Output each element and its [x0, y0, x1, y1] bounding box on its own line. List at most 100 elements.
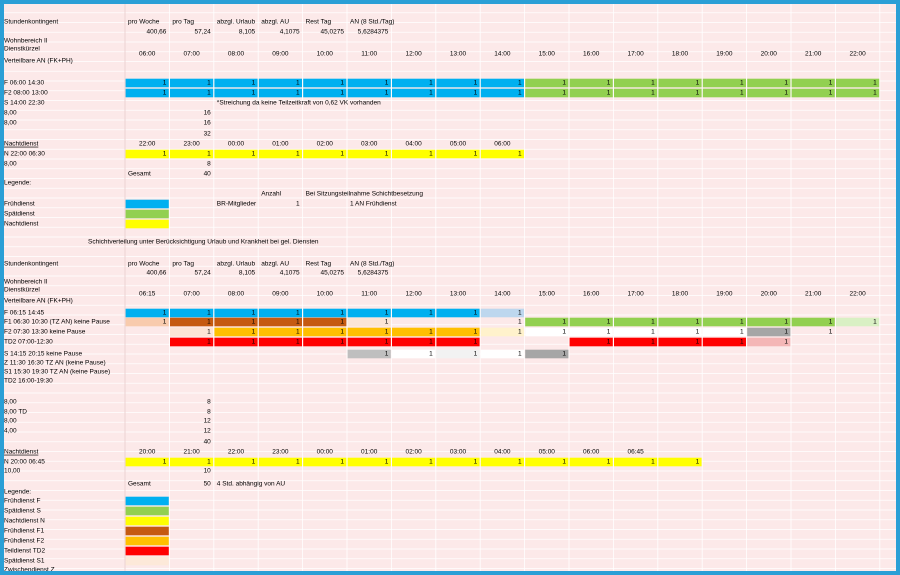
cell-text: 50: [204, 481, 212, 488]
cell-fill: [747, 88, 791, 98]
cell-fill: [214, 457, 258, 467]
cell-fill: [525, 78, 569, 88]
cell-text: 1: [429, 339, 433, 346]
cell-text: 1: [474, 329, 478, 336]
row-label: S1 15:30 19:30 TZ AN (keine Pause): [4, 369, 110, 376]
cell-text: 8,105: [239, 29, 256, 36]
cell-text: 22:00: [849, 291, 866, 298]
cell-text: 20:00: [761, 51, 778, 58]
cell-text: 15:00: [539, 51, 556, 58]
cell-text: 1: [252, 329, 256, 336]
cell-text: 01:00: [272, 141, 289, 148]
cell-fill: [614, 457, 658, 467]
row-label: 8,00: [4, 161, 17, 168]
cell-text: 1: [740, 339, 744, 346]
cell-fill: [125, 219, 169, 229]
cell-text: 45,0275: [321, 270, 345, 277]
cell-fill: [392, 457, 436, 467]
row-label: F 06:00 14:30: [4, 80, 44, 87]
cell-fill: [347, 337, 391, 347]
cell-fill: [214, 149, 258, 159]
cell-fill: [303, 149, 347, 159]
cell-text: 12: [204, 428, 212, 435]
cell-text: 1: [651, 80, 655, 87]
cell-text: BR-Mitglieder: [217, 201, 257, 208]
row-label: Nachtdienst: [4, 141, 39, 148]
cell-fill: [170, 317, 214, 327]
cell-text: 22:00: [228, 449, 245, 456]
cell-text: Rest Tag: [306, 261, 332, 268]
cell-text: 4,1075: [280, 270, 300, 277]
cell-text: 1: [207, 459, 211, 466]
cell-fill: [125, 317, 169, 327]
cell-text: 20:00: [761, 291, 778, 298]
cell-text: 1: [696, 319, 700, 326]
cell-fill: [569, 457, 613, 467]
cell-text: AN (8 Std./Tag): [350, 261, 394, 268]
cell-fill: [702, 337, 746, 347]
cell-fill: [836, 78, 880, 88]
cell-text: 06:00: [494, 141, 511, 148]
cell-fill: [436, 308, 480, 318]
cell-fill: [658, 317, 702, 327]
cell-text: 1: [562, 351, 566, 358]
cell-fill: [525, 317, 569, 327]
row-label: F 06:15 14:45: [4, 310, 44, 317]
cell-text: 1: [784, 90, 788, 97]
cell-fill: [214, 88, 258, 98]
cell-text: 1: [829, 329, 833, 336]
cell-fill: [125, 496, 169, 506]
row-label: Verteilbare AN (FK+PH): [4, 58, 73, 65]
cell-fill: [258, 317, 302, 327]
cell-text: 1: [474, 151, 478, 158]
cell-fill: [125, 149, 169, 159]
cell-text: 1: [607, 459, 611, 466]
cell-text: 1: [829, 80, 833, 87]
row-label: Frühdienst: [4, 201, 35, 208]
cell-text: pro Woche: [128, 19, 160, 26]
cell-fill: [436, 327, 480, 337]
cell-text: 1: [385, 351, 389, 358]
cell-text: 1: [474, 90, 478, 97]
cell-fill: [170, 337, 214, 347]
cell-fill: [125, 506, 169, 516]
cell-fill: [258, 149, 302, 159]
cell-fill: [480, 327, 524, 337]
cell-fill: [747, 78, 791, 88]
cell-text: 1: [518, 310, 522, 317]
cell-text: 19:00: [716, 291, 733, 298]
cell-fill: [170, 327, 214, 337]
cell-text: 5,6284375: [358, 270, 389, 277]
cell-fill: [214, 327, 258, 337]
cell-text: 16: [204, 110, 212, 117]
cell-text: 1: [651, 459, 655, 466]
row-label: 8,00: [4, 110, 17, 117]
row-label: F1 06:30 10:30 (TZ AN) keine Pause: [4, 319, 110, 326]
cell-text: 1: [296, 339, 300, 346]
row-label: F2 08:00 13:00: [4, 90, 48, 97]
cell-text: 1: [740, 80, 744, 87]
cell-fill: [569, 317, 613, 327]
cell-text: 1: [252, 319, 256, 326]
cell-fill: [214, 317, 258, 327]
cell-fill: [480, 88, 524, 98]
row-label: S 14:00 22:30: [4, 100, 45, 107]
cell-text: 1: [163, 80, 167, 87]
cell-text: 1: [340, 90, 344, 97]
row-label: Dienstkürzel: [4, 287, 40, 294]
cell-text: 21:00: [183, 449, 200, 456]
section-title: Stundenkontingent: [4, 19, 58, 26]
cell-text: 400,66: [147, 29, 167, 36]
cell-fill: [658, 88, 702, 98]
cell-fill: [392, 78, 436, 88]
cell-text: 12:00: [405, 51, 422, 58]
cell-fill: [258, 457, 302, 467]
cell-fill: [436, 337, 480, 347]
cell-text: 1: [252, 151, 256, 158]
cell-text: 1: [651, 319, 655, 326]
cell-fill: [436, 78, 480, 88]
cell-text: 1: [252, 459, 256, 466]
cell-text: 13:00: [450, 291, 467, 298]
cell-text: 1: [696, 339, 700, 346]
cell-text: AN (8 Std./Tag): [350, 19, 394, 26]
